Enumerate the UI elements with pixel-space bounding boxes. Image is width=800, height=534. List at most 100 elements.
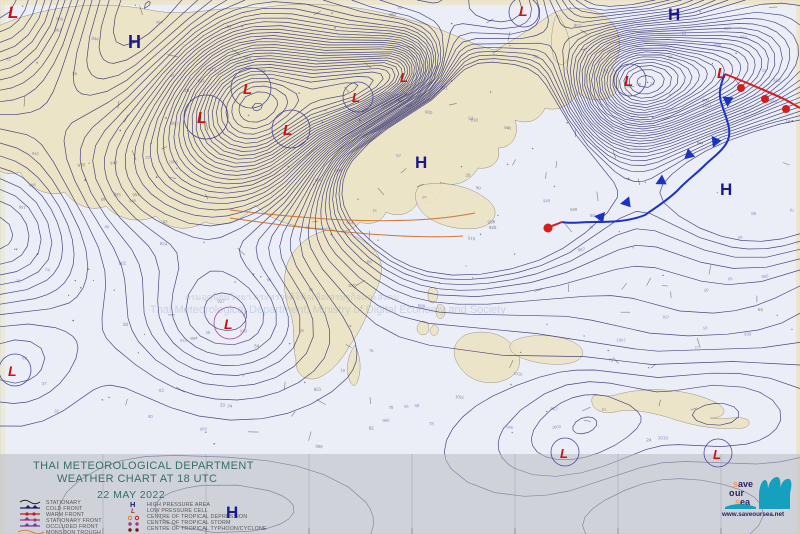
svg-text:995: 995 xyxy=(761,273,769,279)
svg-text:84: 84 xyxy=(227,24,232,29)
svg-text:939: 939 xyxy=(744,331,752,336)
svg-text:964: 964 xyxy=(156,20,164,25)
svg-text:994: 994 xyxy=(190,335,198,341)
svg-text:23: 23 xyxy=(220,402,226,407)
svg-text:950: 950 xyxy=(769,98,777,104)
svg-text:931: 931 xyxy=(440,85,448,91)
svg-text:54: 54 xyxy=(254,344,260,349)
svg-text:907: 907 xyxy=(171,121,180,127)
svg-text:22: 22 xyxy=(762,68,767,73)
svg-text:www.saveoursea.net: www.saveoursea.net xyxy=(721,511,785,518)
svg-text:924: 924 xyxy=(159,241,168,247)
svg-text:919: 919 xyxy=(467,235,476,241)
svg-text:23: 23 xyxy=(363,133,369,138)
svg-text:963: 963 xyxy=(55,27,63,32)
svg-text:964: 964 xyxy=(346,220,354,225)
svg-text:900: 900 xyxy=(702,97,709,102)
svg-text:948: 948 xyxy=(110,160,119,166)
svg-text:L: L xyxy=(283,122,292,139)
svg-text:952: 952 xyxy=(573,23,581,29)
svg-text:1003: 1003 xyxy=(552,424,562,430)
svg-text:997: 997 xyxy=(398,99,406,104)
svg-text:1011: 1011 xyxy=(455,394,465,400)
svg-text:L: L xyxy=(243,81,252,98)
svg-text:1019: 1019 xyxy=(658,435,669,440)
svg-text:L: L xyxy=(131,508,135,515)
svg-text:1005: 1005 xyxy=(169,159,179,165)
svg-text:925: 925 xyxy=(489,225,497,230)
svg-text:911: 911 xyxy=(198,78,206,83)
svg-text:37: 37 xyxy=(42,381,48,386)
svg-text:L: L xyxy=(400,70,408,85)
svg-text:L: L xyxy=(8,363,17,379)
svg-text:66: 66 xyxy=(367,259,373,264)
svg-text:913: 913 xyxy=(180,338,187,343)
svg-text:921: 921 xyxy=(314,387,322,392)
svg-text:1007: 1007 xyxy=(334,168,344,174)
svg-text:62: 62 xyxy=(603,68,609,73)
svg-text:944: 944 xyxy=(697,140,705,146)
svg-text:L: L xyxy=(197,110,207,127)
svg-text:MONSOON TROUGH: MONSOON TROUGH xyxy=(46,530,101,534)
svg-text:944: 944 xyxy=(91,36,100,42)
svg-text:16: 16 xyxy=(72,71,78,77)
svg-text:L: L xyxy=(224,316,233,332)
svg-text:H: H xyxy=(226,503,238,522)
svg-text:1016: 1016 xyxy=(513,371,523,377)
svg-text:85: 85 xyxy=(751,211,757,216)
svg-text:80: 80 xyxy=(148,414,153,419)
svg-text:82: 82 xyxy=(369,425,375,430)
svg-text:28: 28 xyxy=(465,173,471,178)
svg-text:45: 45 xyxy=(414,403,420,408)
svg-text:973: 973 xyxy=(209,67,217,72)
svg-text:946: 946 xyxy=(32,151,40,157)
svg-text:998: 998 xyxy=(28,182,36,188)
svg-text:L: L xyxy=(560,446,568,461)
svg-text:88: 88 xyxy=(590,213,596,218)
svg-text:967: 967 xyxy=(550,406,558,412)
svg-text:902: 902 xyxy=(118,260,126,266)
svg-text:15: 15 xyxy=(681,30,687,35)
svg-text:917: 917 xyxy=(662,314,670,320)
svg-text:82: 82 xyxy=(123,322,129,327)
svg-text:909: 909 xyxy=(315,444,323,450)
svg-text:987: 987 xyxy=(577,247,586,253)
svg-text:57: 57 xyxy=(396,153,402,158)
svg-text:949: 949 xyxy=(543,198,551,203)
svg-text:918: 918 xyxy=(740,34,748,39)
svg-text:1007: 1007 xyxy=(616,338,626,343)
svg-text:966: 966 xyxy=(382,417,390,423)
svg-text:1002: 1002 xyxy=(348,283,358,289)
svg-text:908: 908 xyxy=(714,42,722,48)
svg-text:WEATHER CHART AT 18 UTC: WEATHER CHART AT 18 UTC xyxy=(57,473,217,485)
svg-text:26: 26 xyxy=(184,88,190,93)
svg-text:951: 951 xyxy=(132,192,140,197)
svg-text:H: H xyxy=(668,5,680,24)
svg-text:H: H xyxy=(128,32,141,52)
svg-text:946: 946 xyxy=(506,424,514,430)
svg-text:L: L xyxy=(8,3,18,22)
svg-text:962: 962 xyxy=(389,12,397,17)
svg-text:กรมอุตุนิยมวิทยา กระทรวงดิจิทั: กรมอุตุนิยมวิทยา กระทรวงดิจิทัลเพื่อเศรษ… xyxy=(185,290,399,303)
svg-text:65: 65 xyxy=(758,307,764,312)
svg-text:L: L xyxy=(352,90,360,105)
svg-text:1017: 1017 xyxy=(702,103,712,109)
svg-text:25: 25 xyxy=(668,54,674,59)
svg-text:Thai Meteorological Department: Thai Meteorological Department, Ministry… xyxy=(150,304,506,316)
svg-text:03: 03 xyxy=(159,388,165,393)
svg-text:949: 949 xyxy=(570,207,578,213)
svg-text:24: 24 xyxy=(646,437,652,442)
svg-text:97: 97 xyxy=(422,195,427,200)
svg-text:L: L xyxy=(717,65,726,82)
svg-text:935: 935 xyxy=(113,192,121,198)
svg-text:953: 953 xyxy=(773,78,781,83)
svg-text:983: 983 xyxy=(200,426,208,432)
svg-text:L: L xyxy=(713,447,721,462)
svg-text:H: H xyxy=(415,153,427,172)
svg-text:969: 969 xyxy=(56,16,64,22)
svg-text:970: 970 xyxy=(77,162,86,168)
svg-text:L: L xyxy=(624,73,633,90)
svg-text:H: H xyxy=(720,180,732,199)
svg-text:53: 53 xyxy=(468,116,474,121)
svg-text:900: 900 xyxy=(425,109,434,115)
